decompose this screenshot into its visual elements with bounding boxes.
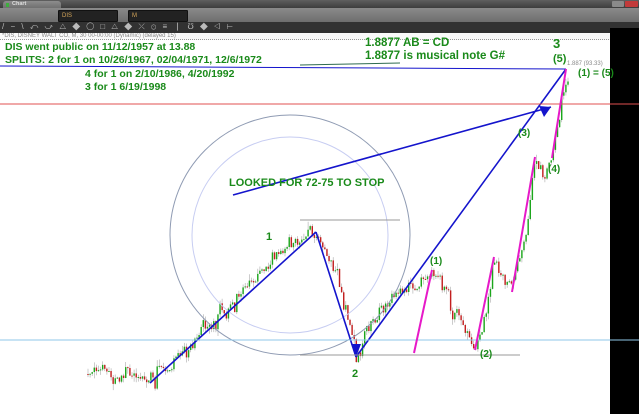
svg-text:(1): (1): [430, 256, 442, 267]
svg-text:1.8877 AB = CD: 1.8877 AB = CD: [365, 37, 449, 49]
svg-text:2: 2: [352, 368, 358, 380]
svg-text:(2): (2): [480, 349, 492, 360]
svg-text:1.8877 is musical note G#: 1.8877 is musical note G#: [365, 50, 506, 62]
svg-text:(1) = (5): (1) = (5): [578, 68, 614, 79]
svg-text:SPLITS: 2 for 1 on 10/26/1967,: SPLITS: 2 for 1 on 10/26/1967, 02/04/197…: [5, 54, 262, 66]
svg-text:1: 1: [266, 231, 272, 243]
svg-text:LOOKED FOR 72-75 TO STOP: LOOKED FOR 72-75 TO STOP: [229, 177, 384, 189]
svg-text:(5): (5): [553, 53, 567, 65]
svg-text:4 for 1 on 2/10/1986, 4/20/199: 4 for 1 on 2/10/1986, 4/20/1992: [85, 68, 235, 80]
svg-text:(3): (3): [518, 128, 530, 139]
svg-text:1.887 (93.33): 1.887 (93.33): [567, 61, 603, 67]
svg-text:3 for 1 6/19/1998: 3 for 1 6/19/1998: [85, 81, 166, 93]
svg-text:(4): (4): [548, 164, 560, 175]
svg-text:3: 3: [553, 36, 560, 51]
svg-text:DIS went public on 11/12/1957: DIS went public on 11/12/1957 at 13.88: [5, 41, 195, 53]
